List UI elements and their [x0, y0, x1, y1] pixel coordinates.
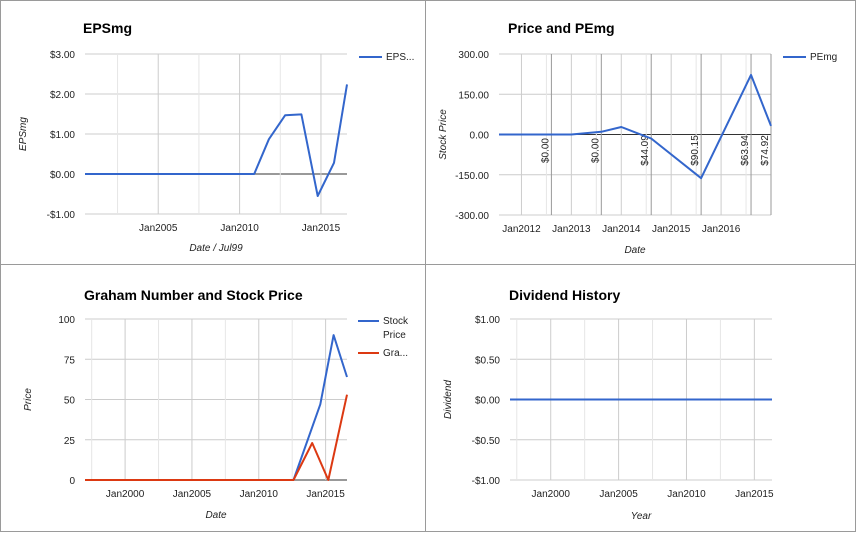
- x-tick-label: Jan2005: [599, 489, 638, 500]
- y-tick-label: $2.00: [50, 90, 75, 101]
- series-line-gra: [85, 394, 348, 481]
- series-line-stock-price: [85, 334, 348, 481]
- y-tick-label: 150.00: [458, 90, 489, 101]
- y-tick-label: 75: [64, 355, 76, 366]
- x-tick-label: Jan2015: [735, 489, 774, 500]
- y-tick-label: 25: [64, 436, 76, 447]
- chart-title: Price and PEmg: [508, 20, 615, 36]
- annotation-label: $0.00: [540, 138, 551, 163]
- legend-label: Gra...: [383, 348, 408, 359]
- y-axis-label: EPSmg: [18, 117, 29, 151]
- y-tick-label: $1.00: [475, 315, 500, 326]
- pe-svg: Price and PEmg 300.00 150.00 0.00 -150.00 -30…: [438, 20, 837, 256]
- y-tick-label: $0.00: [50, 170, 75, 181]
- y-tick-label: -$1.00: [47, 210, 76, 221]
- y-tick-label: 0: [69, 476, 75, 487]
- y-tick-label: -$0.50: [472, 436, 501, 447]
- y-tick-label: $0.50: [475, 355, 500, 366]
- legend-label-line: Price: [383, 330, 406, 341]
- x-tick-label: Jan2010: [240, 489, 279, 500]
- annotation-label: $44.09: [640, 135, 651, 166]
- graham-chart-panel: Graham Number and Stock Price 100 75 50 25 0 J…: [0, 264, 427, 532]
- x-axis-label: Date: [624, 245, 646, 256]
- x-tick-label: Jan2005: [139, 223, 178, 234]
- x-tick-label: Jan2012: [502, 224, 541, 235]
- y-tick-label: -300.00: [455, 211, 489, 222]
- legend-label: EPS...: [386, 52, 414, 63]
- y-axis-label: Stock Price: [438, 109, 449, 160]
- y-tick-label: 300.00: [458, 50, 489, 61]
- x-tick-label: Jan2015: [652, 224, 691, 235]
- chart-title: Dividend History: [509, 287, 620, 303]
- x-axis-label: Date: [205, 510, 227, 521]
- x-tick-label: Jan2014: [602, 224, 641, 235]
- annotation-label: $74.92: [760, 135, 771, 166]
- x-tick-label: Jan2000: [532, 489, 571, 500]
- x-tick-label: Jan2010: [667, 489, 706, 500]
- y-tick-label: 100: [58, 315, 75, 326]
- series-line-eps: [85, 84, 348, 197]
- legend-label: PEmg: [810, 52, 837, 63]
- y-tick-label: 0.00: [470, 131, 490, 142]
- eps-chart-panel: EPSmg $3.00 $2.00 $1.00 $0.00 -$1.00 Jan2005 Ja…: [0, 0, 427, 266]
- x-tick-label: Jan2005: [173, 489, 212, 500]
- pe-chart-panel: Price and PEmg 300.00 150.00 0.00 -150.00 -30…: [425, 0, 856, 266]
- y-axis-label: Dividend: [443, 380, 454, 419]
- chart-title: Graham Number and Stock Price: [84, 287, 303, 303]
- graham-svg: Graham Number and Stock Price 100 75 50 25 0 J…: [23, 287, 409, 521]
- series-line-pemg: [499, 73, 772, 180]
- y-axis-label: Price: [23, 388, 34, 411]
- eps-svg: EPSmg $3.00 $2.00 $1.00 $0.00 -$1.00 Jan2005 Ja…: [18, 20, 414, 254]
- legend-label-line: Stock: [383, 316, 409, 327]
- y-tick-label: $1.00: [50, 130, 75, 141]
- y-tick-label: $0.00: [475, 396, 500, 407]
- y-tick-label: -150.00: [455, 171, 489, 182]
- x-axis-label: Year: [631, 511, 652, 522]
- y-tick-label: 50: [64, 396, 76, 407]
- x-axis-label: Date / Jul99: [189, 243, 243, 254]
- x-tick-label: Jan2015: [302, 223, 341, 234]
- dividend-chart-panel: Dividend History $1.00 $0.50 $0.00 -$0.50 -$1…: [425, 264, 856, 532]
- legend-label: Stock Price: [383, 316, 409, 341]
- x-tick-label: Jan2016: [702, 224, 741, 235]
- x-tick-label: Jan2000: [106, 489, 145, 500]
- y-tick-label: -$1.00: [472, 476, 501, 487]
- div-svg: Dividend History $1.00 $0.50 $0.00 -$0.50 -$1…: [443, 287, 774, 522]
- x-tick-label: Jan2013: [552, 224, 591, 235]
- y-tick-label: $3.00: [50, 50, 75, 61]
- x-tick-label: Jan2010: [220, 223, 259, 234]
- annotation-label: $63.94: [740, 135, 751, 166]
- x-tick-label: Jan2015: [306, 489, 345, 500]
- chart-title: EPSmg: [83, 20, 132, 36]
- annotation-label: $90.15: [690, 135, 701, 166]
- annotation-label: $0.00: [590, 138, 601, 163]
